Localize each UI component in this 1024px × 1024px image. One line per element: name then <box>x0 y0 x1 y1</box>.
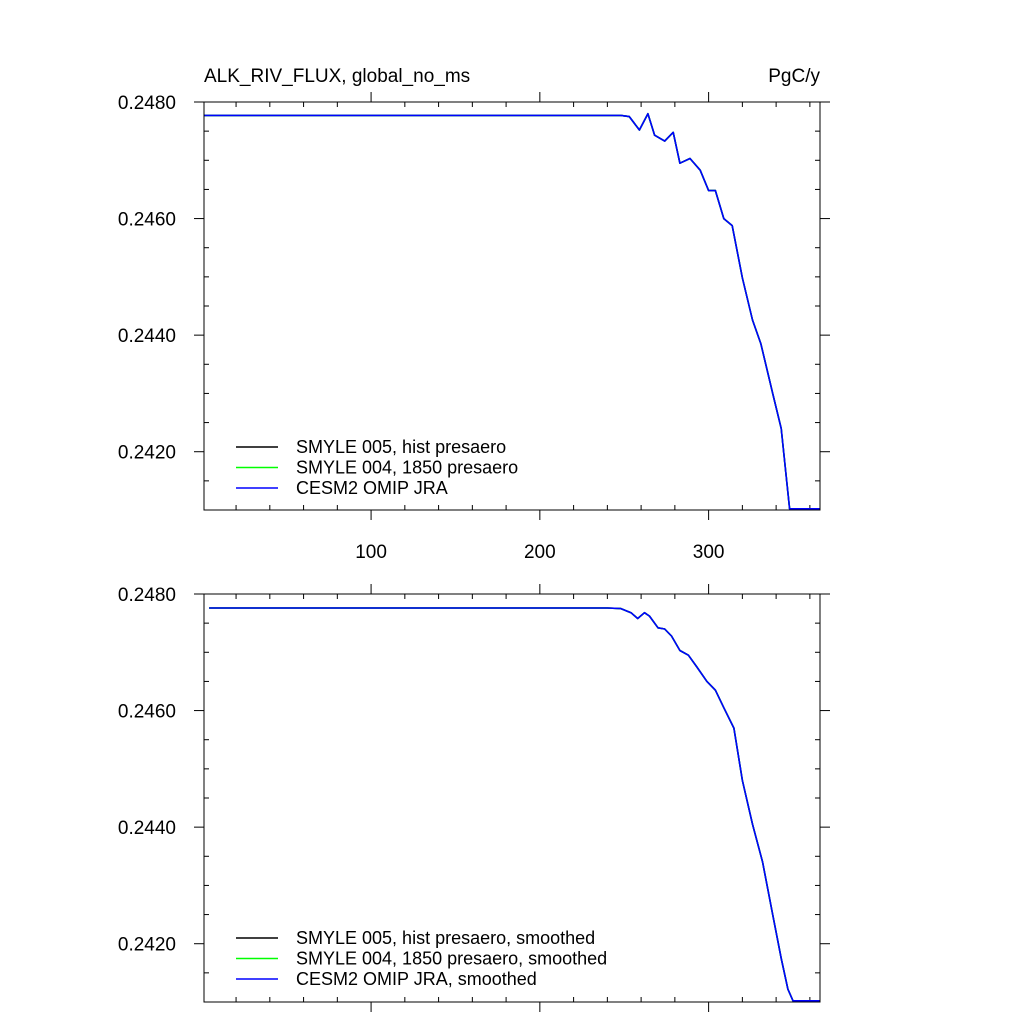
top-panel-legend-label: SMYLE 004, 1850 presaero <box>296 458 518 478</box>
top-panel-title: ALK_RIV_FLUX, global_no_ms <box>204 66 470 87</box>
top-panel-y-tick-label: 0.2420 <box>118 443 176 464</box>
bottom-panel-y-tick-label: 0.2420 <box>118 935 176 956</box>
top-panel-x-tick-label: 200 <box>524 542 556 563</box>
bottom-panel-lines <box>209 607 820 1002</box>
bottom-panel-ticks: 0.2480 0.2460 0.2440 0.2420 <box>118 584 830 1012</box>
bottom-panel-y-tick-label: 0.2460 <box>118 702 176 723</box>
top-panel-y-tick-label: 0.2440 <box>118 326 176 347</box>
top-panel-ticks: 100 200 300 0.2480 0.2460 0.2440 0.2420 <box>118 92 830 563</box>
bottom-panel-series-line-2 <box>209 607 820 1002</box>
top-panel-units: PgC/y <box>768 66 820 87</box>
bottom-panel-legend: SMYLE 005, hist presaero, smoothedSMYLE … <box>236 928 607 989</box>
bottom-panel-y-tick-label: 0.2480 <box>118 585 176 606</box>
top-panel-legend-label: CESM2 OMIP JRA <box>296 478 448 498</box>
top-panel-lines <box>204 112 820 510</box>
bottom-panel-legend-label: SMYLE 004, 1850 presaero, smoothed <box>296 949 607 969</box>
bottom-panel-frame <box>203 593 821 1003</box>
top-panel-legend-label: SMYLE 005, hist presaero <box>296 437 506 457</box>
bottom-panel-legend-label: SMYLE 005, hist presaero, smoothed <box>296 928 595 948</box>
top-panel-x-tick-label: 100 <box>355 542 387 563</box>
bottom-panel-legend-label: CESM2 OMIP JRA, smoothed <box>296 969 537 989</box>
bottom-panel: 0.2480 0.2460 0.2440 0.2420 SMYLE 005, hist… <box>118 584 830 1012</box>
top-panel-frame <box>203 101 821 511</box>
bottom-panel-y-tick-label: 0.2440 <box>118 818 176 839</box>
top-panel-series-line-2 <box>204 112 820 510</box>
top-panel-y-tick-label: 0.2460 <box>118 210 176 231</box>
top-panel: ALK_RIV_FLUX, global_no_ms PgC/y 100 200 3… <box>118 66 830 563</box>
top-panel-x-tick-label: 300 <box>693 542 725 563</box>
top-panel-y-tick-label: 0.2480 <box>118 93 176 114</box>
